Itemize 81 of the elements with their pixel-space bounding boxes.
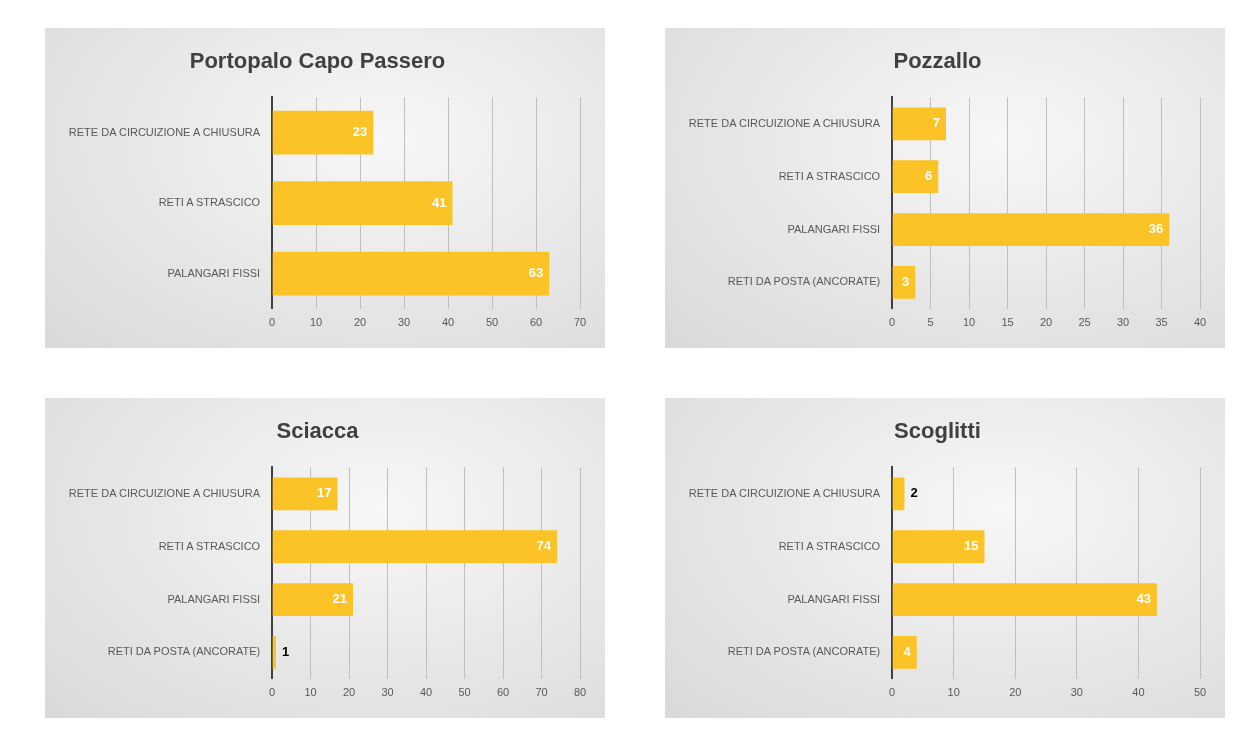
x-tick-label: 10 — [947, 686, 960, 699]
bar — [272, 635, 276, 669]
x-tick-label: 40 — [419, 686, 433, 699]
bar — [272, 477, 338, 511]
x-tick-label: 5 — [927, 316, 934, 329]
x-tick-label: 40 — [1193, 316, 1207, 329]
data-label: 1 — [281, 643, 290, 659]
chart-title: Sciacca — [276, 418, 360, 444]
chart-title: Pozzallo — [893, 48, 982, 74]
data-label: 3 — [901, 273, 910, 289]
x-tick-label: 70 — [535, 686, 548, 699]
bar — [272, 530, 557, 564]
data-label: 17 — [317, 485, 332, 501]
y-tick-label: RETI A STRASCICO — [778, 169, 881, 182]
bar — [272, 181, 453, 225]
data-label: 63 — [528, 265, 544, 281]
data-label: 41 — [431, 194, 447, 210]
bar — [272, 583, 353, 616]
x-tick-label: 15 — [1001, 316, 1014, 329]
y-tick-label: RETI A STRASCICO — [778, 539, 881, 552]
bar — [272, 110, 374, 155]
data-label: 43 — [1136, 591, 1151, 607]
bar — [892, 530, 985, 564]
data-label: 23 — [352, 124, 368, 140]
chart-title: Scoglitti — [894, 418, 981, 444]
bar — [272, 251, 550, 296]
x-tick-label: 80 — [573, 686, 587, 699]
bar — [892, 635, 917, 669]
data-label: 6 — [925, 168, 933, 184]
y-tick-label: RETI A STRASCICO — [158, 196, 261, 209]
x-tick-label: 60 — [496, 686, 510, 699]
bar — [892, 265, 916, 299]
x-tick-label: 10 — [962, 316, 976, 329]
x-tick-label: 20 — [1009, 686, 1022, 699]
x-tick-label: 50 — [458, 686, 471, 699]
x-tick-label: 60 — [529, 316, 543, 329]
bar — [892, 160, 939, 194]
x-tick-label: 0 — [889, 686, 896, 699]
y-tick-label: RETE DA CIRCUIZIONE A CHIUSURA — [688, 486, 881, 499]
x-tick-label: 30 — [1070, 686, 1083, 699]
y-tick-label: RETE DA CIRCUIZIONE A CHIUSURA — [688, 116, 881, 129]
x-tick-label: 10 — [309, 316, 323, 329]
y-tick-label: PALANGARI FISSI — [787, 222, 881, 235]
data-label: 36 — [1148, 221, 1164, 237]
data-label: 7 — [932, 115, 941, 131]
chart-title: Portopalo Capo Passero — [189, 48, 446, 74]
x-tick-label: 0 — [269, 316, 276, 329]
x-tick-label: 0 — [269, 686, 276, 699]
y-tick-label: RETI DA POSTA (ANCORATE) — [727, 645, 881, 658]
x-tick-label: 40 — [1132, 686, 1145, 699]
bar — [892, 583, 1157, 616]
x-tick-label: 50 — [1193, 686, 1207, 699]
y-tick-label: PALANGARI FISSI — [167, 592, 261, 605]
y-tick-label: RETI DA POSTA (ANCORATE) — [107, 645, 261, 658]
x-tick-label: 35 — [1155, 316, 1168, 329]
y-tick-label: RETI A STRASCICO — [158, 539, 261, 552]
x-tick-label: 20 — [1039, 316, 1053, 329]
bar — [892, 213, 1170, 246]
data-label: 21 — [332, 591, 347, 607]
data-label: 2 — [910, 485, 918, 501]
x-tick-label: 30 — [381, 686, 394, 699]
x-tick-label: 20 — [342, 686, 356, 699]
x-tick-label: 40 — [441, 316, 455, 329]
y-tick-label: RETE DA CIRCUIZIONE A CHIUSURA — [68, 486, 261, 499]
y-tick-label: PALANGARI FISSI — [787, 592, 881, 605]
y-tick-label: RETE DA CIRCUIZIONE A CHIUSURA — [68, 125, 261, 138]
x-tick-label: 20 — [353, 316, 367, 329]
data-label: 74 — [536, 538, 552, 554]
bar — [892, 477, 905, 511]
x-tick-label: 50 — [485, 316, 499, 329]
x-tick-label: 30 — [397, 316, 411, 329]
data-label: 15 — [964, 538, 979, 554]
data-label: 4 — [903, 643, 912, 659]
y-tick-label: RETI DA POSTA (ANCORATE) — [727, 275, 881, 288]
x-tick-label: 30 — [1116, 316, 1130, 329]
y-tick-label: PALANGARI FISSI — [167, 266, 261, 279]
bar — [892, 107, 947, 141]
x-tick-label: 25 — [1078, 316, 1091, 329]
x-tick-label: 10 — [304, 686, 317, 699]
x-tick-label: 70 — [573, 316, 587, 329]
x-tick-label: 0 — [889, 316, 896, 329]
